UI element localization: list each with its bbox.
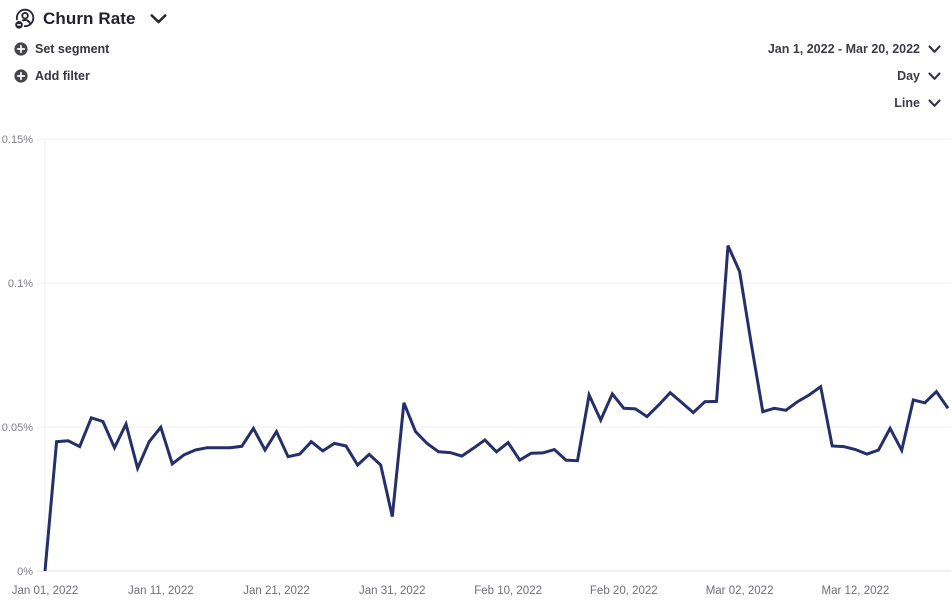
y-axis-label: 0.1%	[8, 278, 33, 290]
churn-rate-line	[43, 244, 950, 572]
metric-selector[interactable]: Churn Rate	[13, 7, 167, 30]
set-segment-label: Set segment	[35, 42, 110, 56]
x-axis-label: Mar 12, 2022	[822, 585, 890, 597]
set-segment-button[interactable]: Set segment	[14, 42, 109, 56]
y-axis-label: 0%	[17, 566, 33, 578]
x-axis-label: Feb 20, 2022	[590, 585, 658, 597]
x-axis-label: Jan 11, 2022	[128, 585, 194, 597]
x-axis-label: Mar 02, 2022	[706, 585, 774, 597]
churn-user-icon	[13, 7, 36, 30]
x-axis-label: Feb 10, 2022	[474, 585, 542, 597]
y-axis-label: 0.05%	[2, 422, 33, 434]
chevron-down-icon	[928, 71, 941, 81]
date-range-selector[interactable]: Jan 1, 2022 - Mar 20, 2022	[768, 42, 941, 56]
x-axis-label: Jan 31, 2022	[359, 585, 426, 597]
add-filter-button[interactable]: Add filter	[14, 69, 90, 83]
chart-type-selector[interactable]: Line	[894, 96, 941, 110]
x-axis-label: Jan 21, 2022	[243, 585, 310, 597]
page-title: Churn Rate	[43, 8, 136, 28]
chevron-down-icon	[928, 44, 941, 54]
plus-circle-icon	[14, 42, 28, 56]
date-range-value: Jan 1, 2022 - Mar 20, 2022	[767, 42, 920, 56]
granularity-value: Day	[897, 69, 920, 83]
chevron-down-icon	[150, 13, 167, 24]
granularity-selector[interactable]: Day	[897, 69, 941, 83]
chart-type-value: Line	[894, 96, 920, 110]
add-filter-label: Add filter	[35, 69, 90, 83]
plus-circle-icon	[14, 69, 28, 83]
y-axis-label: 0.15%	[2, 134, 33, 146]
chevron-down-icon	[928, 98, 941, 108]
x-axis-label: Jan 01, 2022	[12, 585, 79, 597]
